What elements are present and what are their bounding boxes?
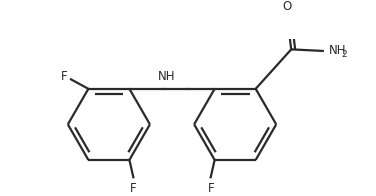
Text: 2: 2 bbox=[342, 50, 347, 59]
Text: F: F bbox=[61, 71, 68, 83]
Text: F: F bbox=[208, 182, 214, 195]
Text: F: F bbox=[130, 182, 136, 195]
Text: NH: NH bbox=[329, 44, 347, 57]
Text: NH: NH bbox=[158, 70, 176, 83]
Text: O: O bbox=[283, 0, 292, 13]
